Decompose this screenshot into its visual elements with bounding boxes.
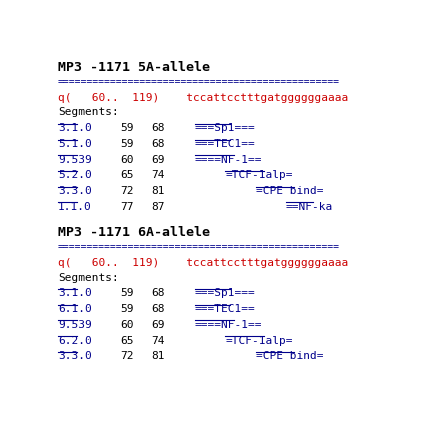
Text: 59: 59 [120,123,134,133]
Text: 72: 72 [120,186,134,196]
Text: ================================================: ========================================… [58,77,340,87]
Text: 59: 59 [120,304,134,314]
Text: 6.2.0: 6.2.0 [58,336,92,345]
Text: 6.1.0: 6.1.0 [58,304,92,314]
Text: 69: 69 [151,155,164,165]
Text: 69: 69 [151,320,164,330]
Text: 74: 74 [151,336,164,345]
Text: 3.1.0: 3.1.0 [58,123,92,133]
Text: q(   60..  119)    tccattcctttgatggggggaaaa: q( 60.. 119) tccattcctttgatggggggaaaa [58,258,348,268]
Text: q(   60..  119)    tccattcctttgatggggggaaaa: q( 60.. 119) tccattcctttgatggggggaaaa [58,93,348,102]
Text: 60: 60 [120,320,134,330]
Text: =CPE bind=: =CPE bind= [255,351,323,361]
Text: 60: 60 [120,155,134,165]
Text: ===TEC1==: ===TEC1== [195,139,255,149]
Text: 77: 77 [120,202,134,212]
Text: 9.539: 9.539 [58,155,92,165]
Text: 68: 68 [151,304,164,314]
Text: 68: 68 [151,139,164,149]
Text: ==NF-ka: ==NF-ka [286,202,333,212]
Text: ===TEC1==: ===TEC1== [195,304,255,314]
Text: 9.539: 9.539 [58,320,92,330]
Text: 68: 68 [151,288,164,298]
Text: =TCF-1alp=: =TCF-1alp= [225,336,293,345]
Text: 3.1.0: 3.1.0 [58,288,92,298]
Text: 81: 81 [151,351,164,361]
Text: Segments:: Segments: [58,108,119,117]
Text: ===Sp1===: ===Sp1=== [195,123,255,133]
Text: 65: 65 [120,170,134,181]
Text: 81: 81 [151,186,164,196]
Text: =CPE bind=: =CPE bind= [255,186,323,196]
Text: 5.2.0: 5.2.0 [58,170,92,181]
Text: 59: 59 [120,288,134,298]
Text: 3.3.0: 3.3.0 [58,351,92,361]
Text: ====NF-1==: ====NF-1== [195,320,262,330]
Text: 74: 74 [151,170,164,181]
Text: =TCF-1alp=: =TCF-1alp= [225,170,293,181]
Text: MP3 -1171 5A-allele: MP3 -1171 5A-allele [58,61,210,74]
Text: 87: 87 [151,202,164,212]
Text: ================================================: ========================================… [58,242,340,252]
Text: 3.3.0: 3.3.0 [58,186,92,196]
Text: 1.1.0: 1.1.0 [58,202,92,212]
Text: 72: 72 [120,351,134,361]
Text: 68: 68 [151,123,164,133]
Text: Segments:: Segments: [58,272,119,283]
Text: ====NF-1==: ====NF-1== [195,155,262,165]
Text: 5.1.0: 5.1.0 [58,139,92,149]
Text: ===Sp1===: ===Sp1=== [195,288,255,298]
Text: MP3 -1171 6A-allele: MP3 -1171 6A-allele [58,226,210,239]
Text: 65: 65 [120,336,134,345]
Text: 59: 59 [120,139,134,149]
